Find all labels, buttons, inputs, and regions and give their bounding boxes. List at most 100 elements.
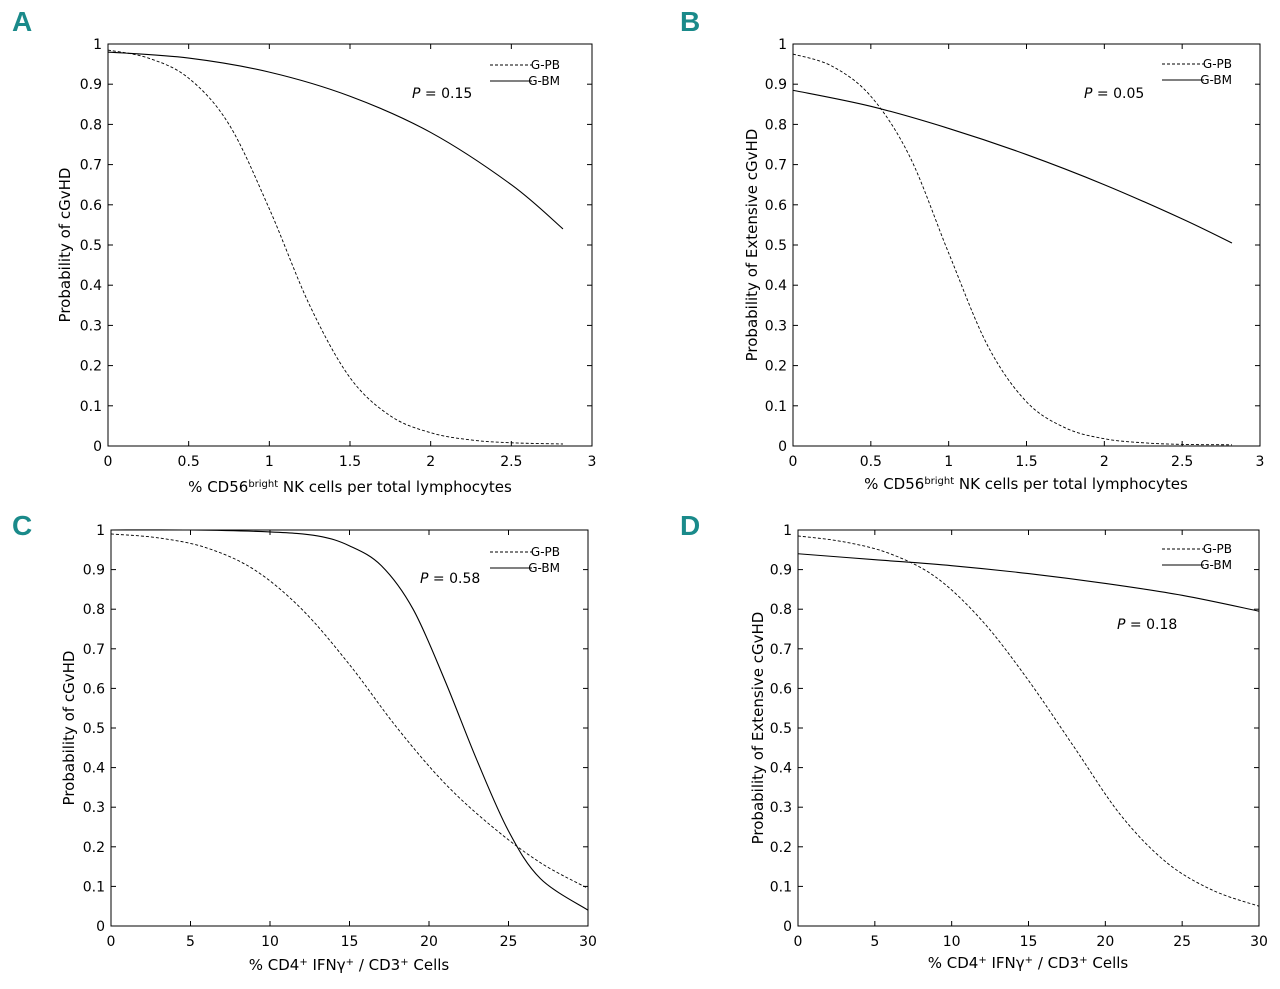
y-tick-label: 0.9	[83, 563, 105, 579]
y-tick-label: 0.6	[770, 681, 792, 697]
y-tick-label: 0.2	[80, 359, 102, 375]
legend-label: G-PB	[531, 545, 560, 559]
series-line-g-pb	[792, 53, 1232, 446]
x-tick-label: 1.5	[1015, 454, 1037, 470]
y-tick-label: 0.3	[83, 800, 105, 816]
x-tick-label: 0.5	[178, 454, 200, 470]
y-tick-label: 1	[778, 37, 787, 53]
y-tick-label: 0.7	[80, 158, 102, 174]
x-tick-label: 0	[107, 934, 116, 950]
y-tick-label: 0.1	[83, 879, 105, 895]
series-line-g-bm	[797, 553, 1260, 612]
x-tick-label: 30	[1250, 934, 1268, 950]
y-tick-label: 0.2	[83, 840, 105, 856]
x-axis-title: % CD56bright NK cells per total lymphocy…	[864, 475, 1188, 493]
x-tick-label: 0	[789, 454, 798, 470]
series-line-g-bm	[792, 89, 1233, 244]
y-tick-label: 0	[96, 919, 105, 935]
x-tick-label: 5	[870, 934, 879, 950]
y-tick-label: 0.8	[765, 117, 787, 133]
y-tick-label: 0.7	[765, 158, 787, 174]
y-tick-label: 0.8	[770, 602, 792, 618]
y-tick-label: 0	[783, 919, 792, 935]
y-tick-label: 0.6	[80, 198, 102, 214]
y-tick-label: 0.4	[765, 278, 787, 294]
y-tick-label: 0.9	[80, 77, 102, 93]
y-tick-label: 0.1	[765, 399, 787, 415]
x-tick-label: 20	[420, 934, 438, 950]
y-axis-title: Probability of cGvHD	[60, 651, 78, 806]
x-tick-label: 15	[1020, 934, 1038, 950]
y-tick-label: 0.5	[83, 721, 105, 737]
x-tick-label: 1	[265, 454, 274, 470]
y-tick-label: 0.5	[770, 721, 792, 737]
x-tick-label: 30	[579, 934, 597, 950]
y-tick-label: 0.4	[770, 761, 792, 777]
x-tick-label: 25	[500, 934, 518, 950]
y-tick-label: 1	[93, 37, 102, 53]
y-tick-label: 1	[96, 523, 105, 539]
x-tick-label: 2.5	[500, 454, 522, 470]
y-tick-label: 0.3	[770, 800, 792, 816]
y-axis-title: Probability of Extensive cGvHD	[749, 612, 767, 845]
x-tick-label: 3	[1256, 454, 1265, 470]
plot-frame	[797, 529, 1260, 927]
panel-letter: B	[680, 6, 701, 37]
y-tick-label: 0.6	[83, 681, 105, 697]
p-value-annotation: P = 0.58	[420, 571, 480, 587]
p-value-annotation: P = 0.15	[412, 86, 472, 102]
legend-label: G-BM	[1200, 558, 1232, 572]
x-axis-title: % CD4+ IFNγ+ / CD3+ Cells	[928, 954, 1129, 972]
x-axis-title: % CD4+ IFNγ+ / CD3+ Cells	[249, 956, 450, 974]
legend-label: G-BM	[1200, 73, 1232, 87]
x-tick-label: 10	[943, 934, 961, 950]
y-tick-label: 0.5	[765, 238, 787, 254]
y-tick-label: 0.9	[765, 77, 787, 93]
x-tick-label: 2	[1100, 454, 1109, 470]
x-tick-label: 0	[104, 454, 113, 470]
x-tick-label: 25	[1173, 934, 1191, 950]
x-tick-label: 15	[341, 934, 359, 950]
x-tick-label: 20	[1096, 934, 1114, 950]
x-tick-label: 0.5	[860, 454, 882, 470]
x-tick-label: 1.5	[339, 454, 361, 470]
y-tick-label: 0	[93, 439, 102, 455]
series-line-g-pb	[797, 535, 1260, 907]
y-axis-title: Probability of Extensive cGvHD	[743, 129, 761, 362]
series-line-g-pb	[107, 49, 563, 445]
y-tick-label: 1	[783, 523, 792, 539]
x-tick-label: 1	[944, 454, 953, 470]
y-tick-label: 0.6	[765, 198, 787, 214]
y-tick-label: 0.1	[770, 879, 792, 895]
legend-label: G-PB	[531, 58, 560, 72]
x-tick-label: 10	[261, 934, 279, 950]
y-tick-label: 0.1	[80, 399, 102, 415]
x-tick-label: 0	[794, 934, 803, 950]
y-tick-label: 0.3	[80, 318, 102, 334]
series-line-g-bm	[107, 51, 564, 230]
panel-letter: D	[680, 510, 701, 541]
legend-label: G-PB	[1203, 542, 1232, 556]
series-line-g-bm	[110, 529, 589, 911]
y-tick-label: 0.8	[83, 602, 105, 618]
legend-label: G-BM	[528, 561, 560, 575]
panel-letter: A	[12, 6, 33, 37]
y-tick-label: 0.2	[765, 359, 787, 375]
p-value-annotation: P = 0.05	[1084, 86, 1144, 102]
y-tick-label: 0.9	[770, 563, 792, 579]
series-line-g-pb	[110, 533, 589, 889]
x-axis-title: % CD56bright NK cells per total lymphocy…	[188, 478, 512, 496]
y-tick-label: 0.5	[80, 238, 102, 254]
y-tick-label: 0.4	[83, 761, 105, 777]
y-tick-label: 0.8	[80, 117, 102, 133]
x-tick-label: 3	[588, 454, 597, 470]
y-tick-label: 0.2	[770, 840, 792, 856]
y-axis-title: Probability of cGvHD	[56, 168, 74, 323]
p-value-annotation: P = 0.18	[1117, 617, 1177, 633]
x-tick-label: 2.5	[1171, 454, 1193, 470]
legend-label: G-PB	[1203, 57, 1232, 71]
